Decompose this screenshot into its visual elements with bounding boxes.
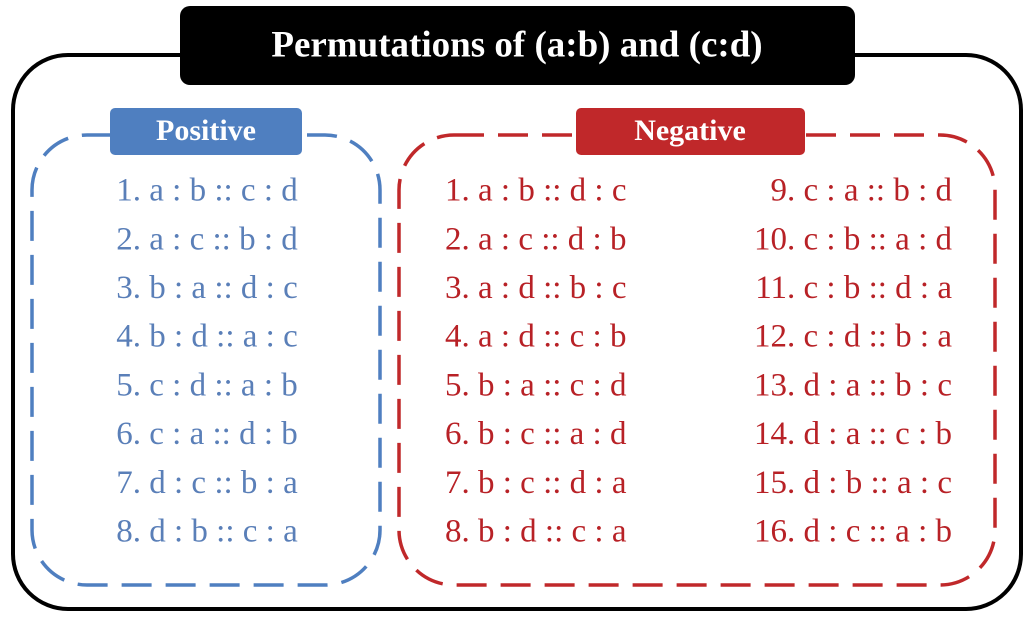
permutation: 5. b : a :: c : d [445, 367, 627, 403]
permutation: 14. d : a :: c : b [754, 416, 952, 452]
negative-label-box [576, 108, 805, 155]
positive-label-box [110, 108, 302, 155]
permutation: 2. a : c :: b : d [116, 221, 298, 257]
permutation: 6. b : c :: a : d [445, 416, 627, 452]
permutation: 1. a : b :: d : c [445, 173, 626, 209]
permutation: 4. a : d :: c : b [445, 319, 626, 355]
permutation: 13. d : a :: b : c [754, 367, 952, 403]
permutation: 4. b : d :: a : c [116, 319, 297, 355]
permutation: 7. d : c :: b : a [116, 465, 298, 501]
permutation: 9. c : a :: b : d [771, 173, 953, 209]
permutation: 8. b : d :: c : a [445, 513, 627, 549]
permutation: 12. c : d :: b : a [754, 319, 952, 355]
permutation: 3. b : a :: d : c [116, 270, 297, 306]
positive-label: Positive [156, 114, 256, 147]
permutation: 10. c : b :: a : d [754, 221, 952, 257]
permutation: 3. a : d :: b : c [445, 270, 626, 306]
permutation: 5. c : d :: a : b [116, 367, 297, 403]
positive-frame [30, 133, 382, 587]
permutation: 1. a : b :: c : d [116, 173, 298, 209]
permutation: 6. c : a :: d : b [116, 416, 297, 452]
title: Permutations of (a:b) and (c:d) [271, 24, 762, 65]
permutation: 11. c : b :: d : a [755, 270, 952, 306]
permutation: 2. a : c :: d : b [445, 221, 626, 257]
items: 1. a : b :: c : d2. a : c :: b : d3. b :… [116, 173, 952, 550]
permutation: 15. d : b :: a : c [754, 465, 952, 501]
permutation: 8. d : b :: c : a [116, 513, 298, 549]
permutation: 7. b : c :: d : a [445, 465, 627, 501]
negative-label: Negative [634, 114, 746, 147]
permutation: 16. d : c :: a : b [754, 513, 952, 549]
title-box [180, 6, 855, 85]
